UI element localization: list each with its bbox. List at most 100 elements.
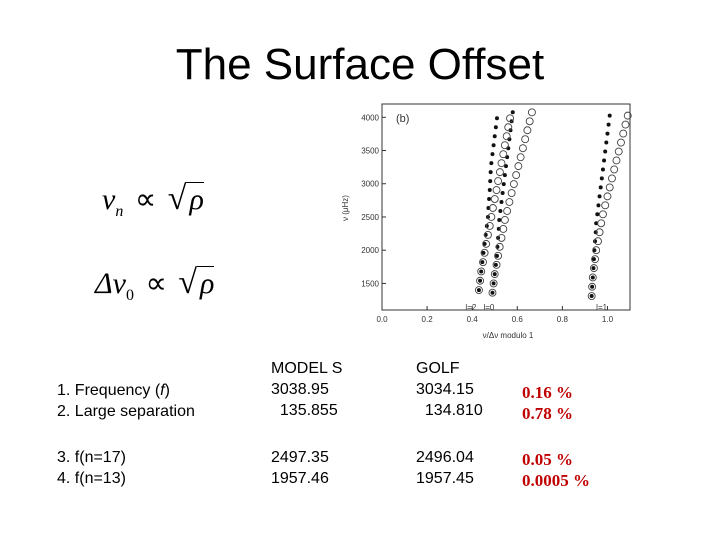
observed-point <box>523 126 532 135</box>
model-point <box>607 113 612 118</box>
model-value-3: 2497.35 <box>271 449 329 466</box>
observed-point <box>503 207 512 215</box>
model-point <box>497 217 502 222</box>
observed-point <box>612 156 621 165</box>
formula-frequency: νn ∝ √ ρ <box>102 180 204 221</box>
model-point <box>481 250 486 255</box>
observed-point <box>617 138 625 147</box>
model-point <box>590 275 595 280</box>
observed-point <box>488 288 497 297</box>
observed-point <box>474 286 483 295</box>
model-point <box>492 134 497 139</box>
slide-title: The Surface Offset <box>175 40 545 89</box>
observed-point <box>619 129 628 138</box>
observed-point <box>488 204 497 212</box>
x-tick-label: 0.0 <box>376 315 388 324</box>
observed-point <box>614 147 623 156</box>
observed-point <box>521 135 530 144</box>
observed-point <box>504 123 513 132</box>
row3-label: 3. f(n=17) <box>57 449 126 466</box>
model-value-1: 3038.95 <box>271 381 329 398</box>
observed-point <box>587 292 596 300</box>
model-point <box>482 241 487 246</box>
observed-point <box>490 195 499 203</box>
observed-point <box>601 201 610 210</box>
observed-point <box>516 153 525 162</box>
observed-point <box>589 264 598 273</box>
observed-point <box>506 114 515 123</box>
observed-point <box>507 189 516 197</box>
observed-point <box>509 180 518 189</box>
observed-point <box>497 159 506 168</box>
model-value-4: 1957.46 <box>271 470 329 487</box>
model-point <box>476 288 481 293</box>
model-point <box>591 257 596 262</box>
model-point <box>602 158 607 163</box>
model-point <box>502 173 507 178</box>
observed-point <box>477 267 486 276</box>
y-tick-label: 4000 <box>361 113 379 122</box>
y-tick-label: 1500 <box>361 279 379 288</box>
observed-point <box>495 242 504 251</box>
observed-point <box>499 150 508 159</box>
model-point <box>598 185 603 190</box>
model-point <box>594 221 599 226</box>
model-point <box>490 152 495 157</box>
observed-point <box>497 233 506 242</box>
model-point <box>592 248 597 253</box>
diff-value-3: 0.05 % <box>522 450 573 469</box>
diff-value-4: 0.0005 % <box>522 471 590 490</box>
model-point <box>493 125 498 130</box>
observed-point <box>500 216 509 224</box>
sqrt-sign-2: √ ρ <box>178 264 215 301</box>
formula-subscript-n: n <box>115 203 124 220</box>
golf-header: GOLF <box>416 360 460 377</box>
formula-nu: ν <box>102 183 116 216</box>
observed-point <box>495 168 504 177</box>
model-point <box>492 272 497 277</box>
panel-label: (b) <box>396 113 409 125</box>
x-tick-label: 0.2 <box>422 315 434 324</box>
golf-value-1: 3034.15 <box>416 381 474 398</box>
observed-point <box>608 174 616 183</box>
model-point <box>597 194 602 199</box>
diff-value-2: 0.78 % <box>522 404 573 423</box>
y-tick-label: 2000 <box>361 246 379 255</box>
observed-point <box>500 141 509 150</box>
observed-point <box>479 258 487 267</box>
observed-point <box>588 273 597 282</box>
degree-label: l=2 <box>465 303 476 312</box>
model-point <box>603 149 608 154</box>
diff-value-1: 0.16 % <box>522 383 573 402</box>
model-point <box>499 200 504 205</box>
observed-point <box>588 282 597 291</box>
y-tick-label: 2500 <box>361 213 379 222</box>
observed-point <box>610 165 619 174</box>
model-point <box>498 208 503 213</box>
proportional-symbol-2: ∝ <box>145 267 167 300</box>
model-point <box>494 116 499 121</box>
model-point <box>593 239 598 244</box>
observed-point <box>594 237 602 246</box>
observed-point <box>591 255 600 264</box>
observed-point <box>494 251 503 260</box>
row4-label: 4. f(n=13) <box>57 470 126 487</box>
model-point <box>506 146 511 151</box>
golf-value-2: 134.810 <box>416 402 483 419</box>
model-point <box>510 110 515 115</box>
degree-label: l=1 <box>596 303 607 312</box>
model-point <box>487 188 492 193</box>
observed-point <box>527 108 536 117</box>
golf-value-4: 1957.45 <box>416 470 474 487</box>
observed-point <box>487 213 496 221</box>
x-tick-label: 0.4 <box>467 315 479 324</box>
x-tick-label: 1.0 <box>602 315 614 324</box>
observed-point <box>502 132 511 141</box>
observed-point <box>621 120 630 129</box>
observed-point <box>492 186 501 195</box>
model-point <box>596 203 601 208</box>
model-point <box>595 212 600 217</box>
observed-point <box>489 279 498 288</box>
model-point <box>488 170 493 175</box>
observed-point <box>512 171 521 180</box>
